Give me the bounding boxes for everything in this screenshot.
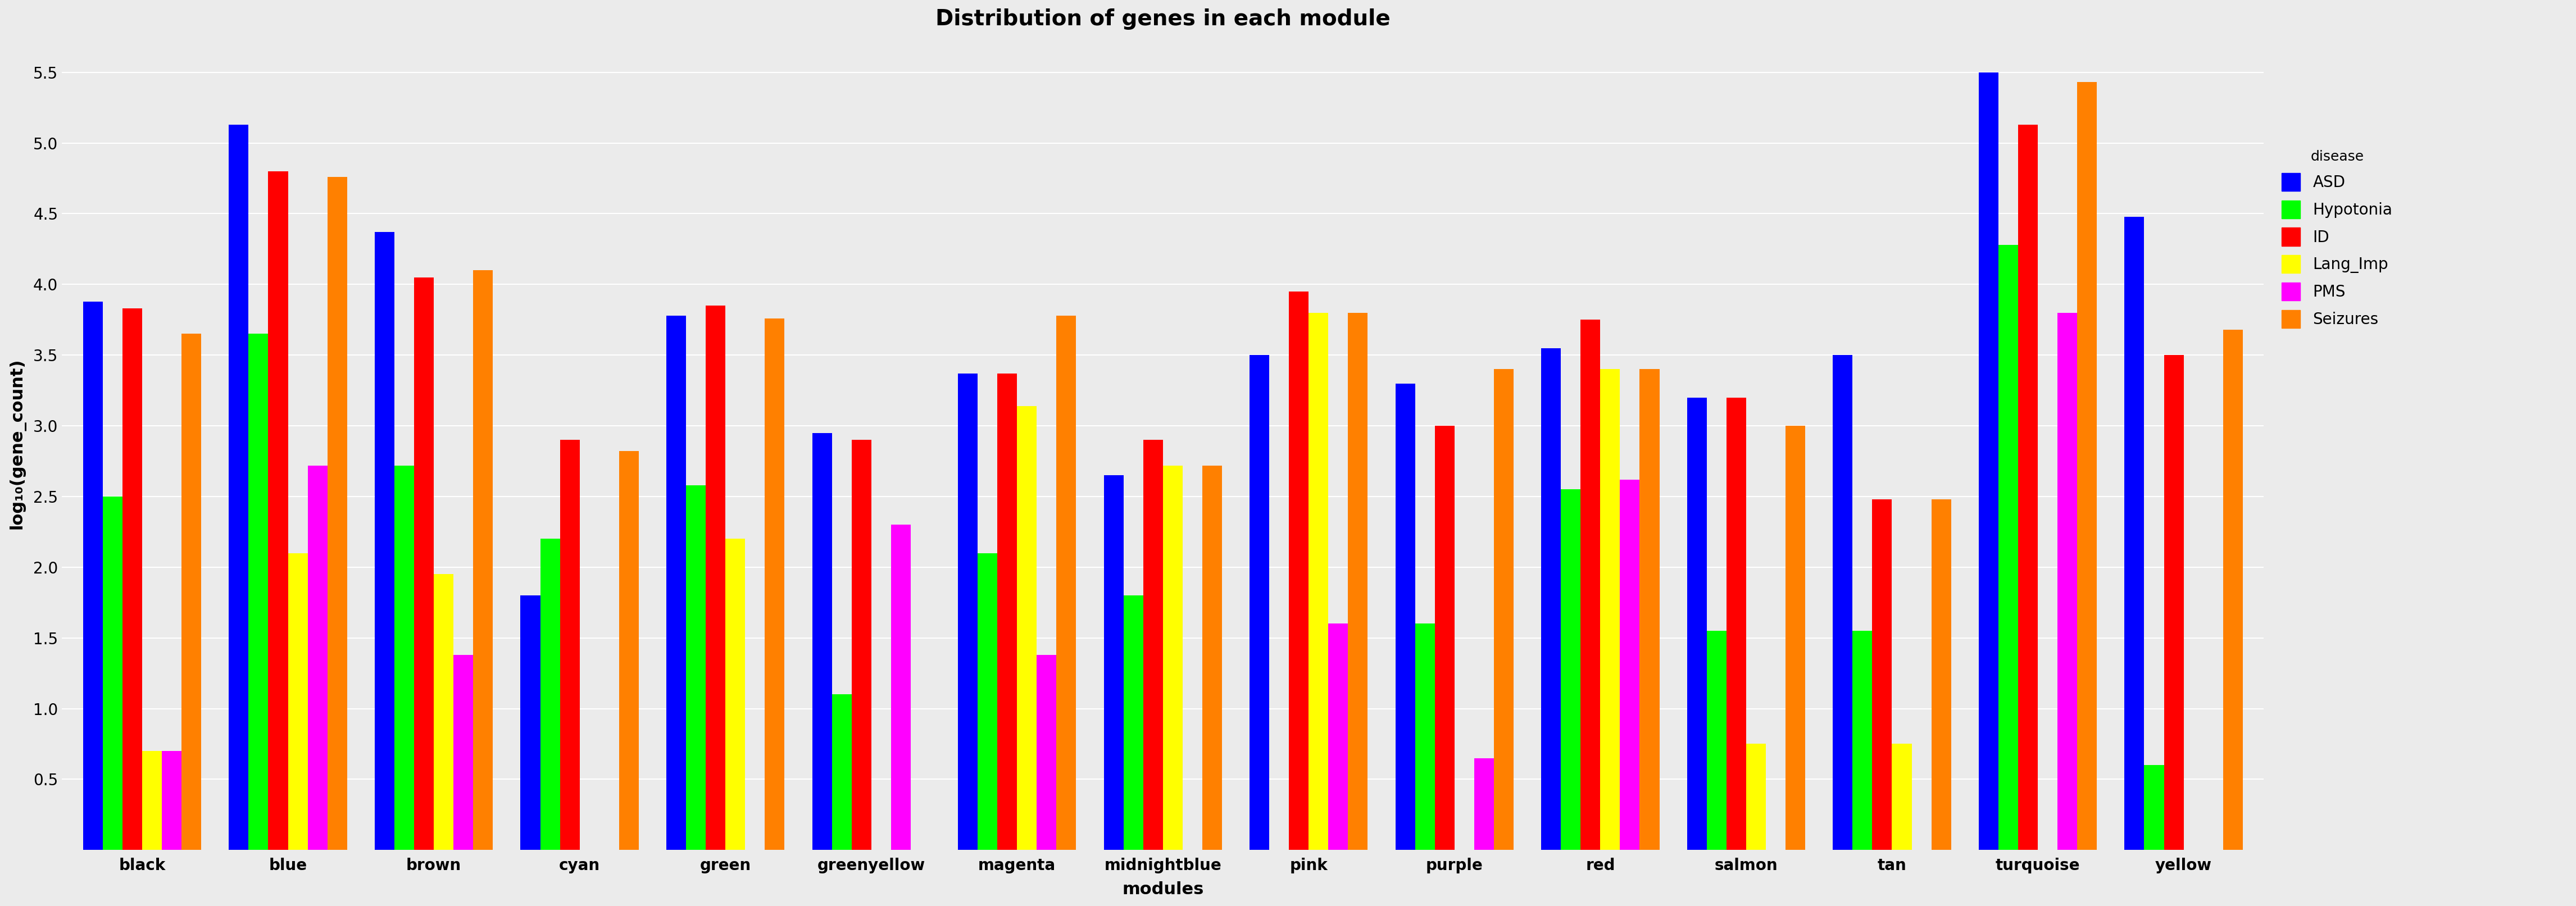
Bar [394, 466, 415, 850]
Bar [1309, 313, 1329, 850]
Bar [180, 334, 201, 850]
Bar [853, 440, 871, 850]
Bar [958, 373, 979, 850]
Bar [1999, 245, 2017, 850]
Bar [1036, 655, 1056, 850]
Bar [1347, 313, 1368, 850]
Bar [1473, 758, 1494, 850]
Bar [82, 302, 103, 850]
Bar [1641, 370, 1659, 850]
Bar [1329, 623, 1347, 850]
Bar [374, 232, 394, 850]
Bar [1852, 631, 1873, 850]
Bar [1494, 370, 1515, 850]
Bar [2143, 766, 2164, 850]
Bar [667, 315, 685, 850]
Bar [1726, 398, 1747, 850]
Bar [124, 308, 142, 850]
Bar [832, 694, 853, 850]
Bar [997, 373, 1018, 850]
Bar [327, 177, 348, 850]
Y-axis label: log₁₀(gene_count): log₁₀(gene_count) [8, 358, 26, 529]
Bar [1747, 744, 1765, 850]
Bar [474, 270, 492, 850]
Bar [1687, 398, 1708, 850]
X-axis label: modules: modules [1123, 882, 1203, 898]
Bar [1708, 631, 1726, 850]
Bar [2017, 125, 2038, 850]
Bar [1123, 595, 1144, 850]
Bar [1396, 383, 1414, 850]
Bar [1978, 72, 1999, 850]
Bar [1162, 466, 1182, 850]
Bar [289, 553, 307, 850]
Bar [268, 171, 289, 850]
Bar [1834, 355, 1852, 850]
Bar [2058, 313, 2076, 850]
Bar [2076, 82, 2097, 850]
Bar [1620, 479, 1641, 850]
Bar [162, 751, 180, 850]
Bar [229, 125, 247, 850]
Bar [1414, 623, 1435, 850]
Bar [1873, 499, 1891, 850]
Bar [541, 539, 559, 850]
Bar [1144, 440, 1162, 850]
Bar [618, 451, 639, 850]
Bar [1203, 466, 1221, 850]
Bar [706, 305, 726, 850]
Bar [520, 595, 541, 850]
Bar [415, 277, 433, 850]
Bar [1561, 489, 1582, 850]
Bar [2223, 330, 2244, 850]
Bar [979, 553, 997, 850]
Bar [1056, 315, 1077, 850]
Bar [559, 440, 580, 850]
Bar [891, 525, 909, 850]
Bar [1582, 320, 1600, 850]
Bar [1600, 370, 1620, 850]
Bar [103, 496, 124, 850]
Bar [811, 433, 832, 850]
Bar [1435, 426, 1455, 850]
Title: Distribution of genes in each module: Distribution of genes in each module [935, 8, 1391, 30]
Bar [1018, 406, 1036, 850]
Legend: ASD, Hypotonia, ID, Lang_Imp, PMS, Seizures: ASD, Hypotonia, ID, Lang_Imp, PMS, Seizu… [2275, 142, 2401, 336]
Bar [726, 539, 744, 850]
Bar [247, 334, 268, 850]
Bar [1288, 292, 1309, 850]
Bar [1891, 744, 1911, 850]
Bar [1932, 499, 1950, 850]
Bar [685, 486, 706, 850]
Bar [453, 655, 474, 850]
Bar [2125, 217, 2143, 850]
Bar [1540, 348, 1561, 850]
Bar [2164, 355, 2184, 850]
Bar [1103, 476, 1123, 850]
Bar [765, 318, 786, 850]
Bar [1249, 355, 1270, 850]
Bar [142, 751, 162, 850]
Bar [433, 574, 453, 850]
Bar [1785, 426, 1806, 850]
Bar [307, 466, 327, 850]
